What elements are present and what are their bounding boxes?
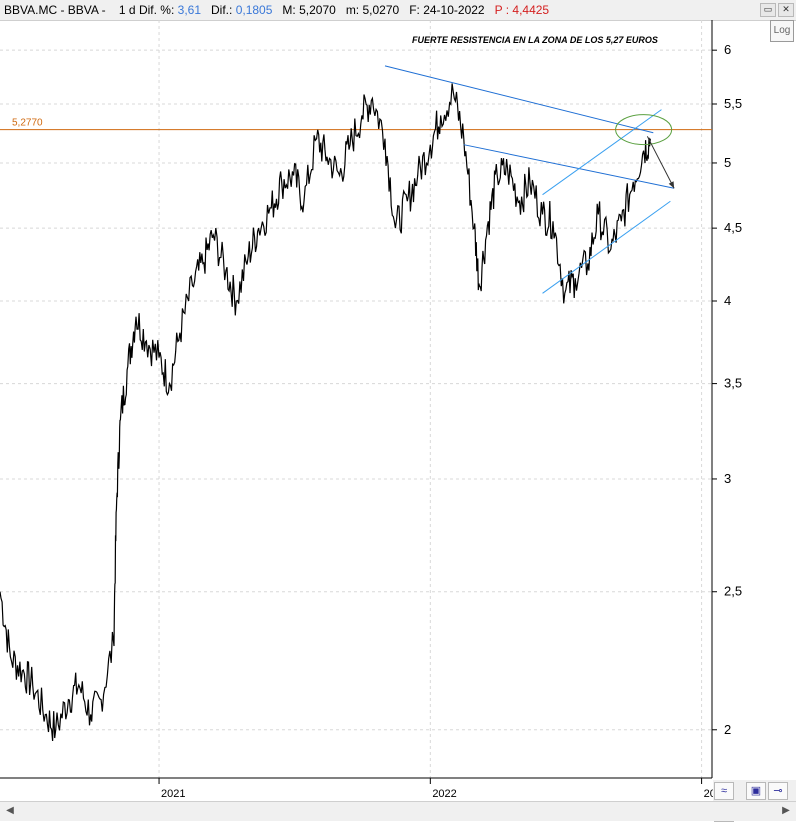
- upper-trendline: [384, 65, 654, 134]
- chart-header: BBVA.MC - BBVA - 1 d Dif. %: 3,61 Dif.: …: [0, 0, 796, 21]
- wave-icon[interactable]: ≈: [714, 782, 734, 800]
- price-label: P : 4,4425: [494, 3, 550, 17]
- period-label: 1 d: [118, 3, 136, 17]
- trend-drawings: [384, 65, 675, 294]
- y-tick-label-6: 5: [724, 155, 731, 170]
- y-tick-label-8: 6: [724, 42, 731, 57]
- y-tick-label-1: 2,5: [724, 584, 742, 599]
- y-tick-label-3: 3,5: [724, 376, 742, 391]
- y-tick-labels: 2 2,5 3 3,5 4 4,5 5 5,5 6: [724, 42, 742, 737]
- max-label: M: 5,2070: [282, 3, 336, 17]
- price-series-line: [0, 83, 651, 742]
- y-tick-label-5: 4,5: [724, 220, 742, 235]
- resistance-label: 5,2770: [12, 118, 43, 129]
- date-label: F: 24-10-2022: [409, 3, 485, 17]
- min-label: m: 5,0270: [345, 3, 400, 17]
- x-tick-label-0: 2021: [161, 788, 185, 800]
- chart-axes: [0, 20, 717, 784]
- channel-upper-line: [542, 109, 662, 196]
- restore-icon[interactable]: ▭: [760, 3, 776, 17]
- projection-arrow: [646, 136, 675, 189]
- chart-annotation: FUERTE RESISTENCIA EN LA ZONA DE LOS 5,2…: [412, 35, 658, 45]
- y-tick-label-7: 5,5: [724, 96, 742, 111]
- chart-tools: ≈▣⊸■: [713, 780, 796, 822]
- projection-arrow-head: [668, 181, 675, 189]
- window-buttons: ▭ ✕: [760, 0, 796, 20]
- channel-lower-line: [542, 200, 671, 294]
- dif-pct-value: 3,61: [177, 3, 201, 17]
- dif-value: 0,1805: [235, 3, 273, 17]
- log-scale-button[interactable]: Log: [770, 20, 794, 42]
- y-tick-label-0: 2: [724, 722, 731, 737]
- dif-label: Dif.:: [211, 3, 233, 17]
- scroll-right-icon[interactable]: ▶: [782, 805, 790, 816]
- scroll-left-icon[interactable]: ◀: [6, 805, 14, 816]
- pin-icon[interactable]: ⊸: [768, 782, 788, 800]
- x-tick-label-1: 2022: [432, 788, 456, 800]
- chart-grid: [0, 20, 712, 778]
- y-tick-label-4: 4: [724, 293, 731, 308]
- dif-pct-label: Dif. %:: [138, 3, 175, 17]
- symbol-label: BBVA.MC - BBVA -: [4, 3, 106, 17]
- horizontal-scrollbar[interactable]: ◀ ▶: [0, 801, 796, 821]
- price-chart[interactable]: 20212022202 22,533,544,555,56 5,2770 FUE…: [0, 20, 796, 801]
- middle-trendline: [463, 144, 675, 189]
- resistance-ellipse: [615, 114, 673, 146]
- y-tick-label-2: 3: [724, 471, 731, 486]
- save-icon[interactable]: ▣: [746, 782, 766, 800]
- x-tick-labels: 20212022202: [161, 788, 722, 800]
- tool-spacer: [736, 782, 744, 800]
- close-icon[interactable]: ✕: [778, 3, 794, 17]
